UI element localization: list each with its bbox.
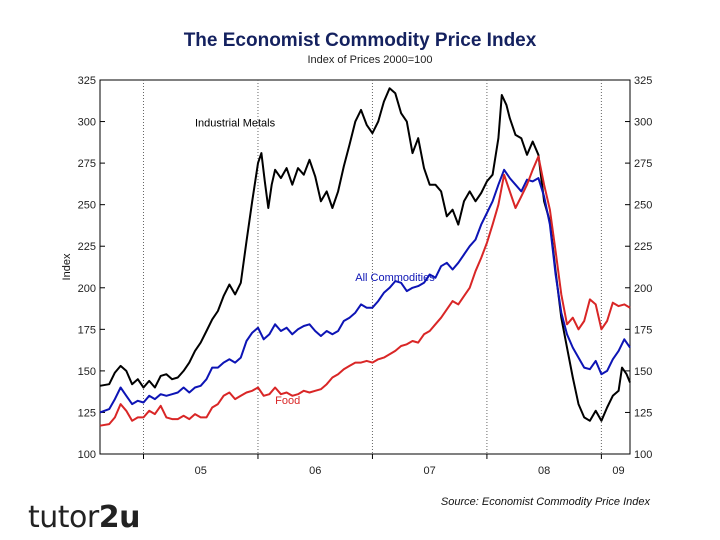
- x-tick-label: 05: [195, 465, 207, 477]
- chart-subtitle: Index of Prices 2000=100: [307, 54, 433, 66]
- series-label: Industrial Metals: [195, 118, 276, 130]
- y-tick-label-left: 150: [78, 366, 96, 378]
- tutor2u-logo: tutor2u: [28, 500, 140, 535]
- x-tick-label: 07: [424, 465, 436, 477]
- year-divider-group: [142, 80, 602, 459]
- y-tick-label-left: 250: [78, 200, 96, 212]
- y-tick-label-left: 300: [78, 117, 96, 129]
- y-tick-label-right: 325: [634, 75, 652, 87]
- y-axis-label: Index: [61, 253, 73, 280]
- y-tick-label-left: 100: [78, 449, 96, 461]
- y-tick-label-right: 300: [634, 117, 652, 129]
- series-group: [99, 87, 631, 427]
- y-tick-label-right: 100: [634, 449, 652, 461]
- y-tick-label-left: 175: [78, 324, 96, 336]
- y-tick-label-right: 275: [634, 158, 652, 170]
- series-line-all-commodities: [99, 168, 631, 414]
- y-tick-label-right: 225: [634, 241, 652, 253]
- y-tick-label-left: 275: [78, 158, 96, 170]
- y-tick-label-right: 125: [634, 407, 652, 419]
- series-label: All Commodities: [355, 272, 435, 284]
- x-tick-label: 06: [309, 465, 321, 477]
- y-tick-label-right: 200: [634, 283, 652, 295]
- y-tick-label-left: 225: [78, 241, 96, 253]
- y-tick-label-left: 125: [78, 407, 96, 419]
- series-line-food: [99, 155, 631, 427]
- y-tick-label-right: 150: [634, 366, 652, 378]
- logo-accent: 2u: [98, 500, 141, 535]
- series-label-group: Industrial Metals All Commodities Food: [195, 118, 435, 408]
- y-axis-group: 100 100 125 125 150 150 175 175 200 200 225 225 250 2…: [78, 75, 653, 461]
- y-tick-label-right: 175: [634, 324, 652, 336]
- y-tick-label-left: 200: [78, 283, 96, 295]
- logo-prefix: tutor: [28, 500, 99, 535]
- x-tick-label: 09: [612, 465, 624, 477]
- y-tick-label-left: 325: [78, 75, 96, 87]
- y-tick-label-right: 250: [634, 200, 652, 212]
- chart-title: The Economist Commodity Price Index: [183, 30, 537, 51]
- plot-area: [99, 79, 631, 455]
- x-axis-group: 05 06 07 08 09: [195, 465, 625, 477]
- series-label: Food: [275, 395, 300, 407]
- source-note: Source: Economist Commodity Price Index: [440, 496, 650, 508]
- x-tick-label: 08: [538, 465, 550, 477]
